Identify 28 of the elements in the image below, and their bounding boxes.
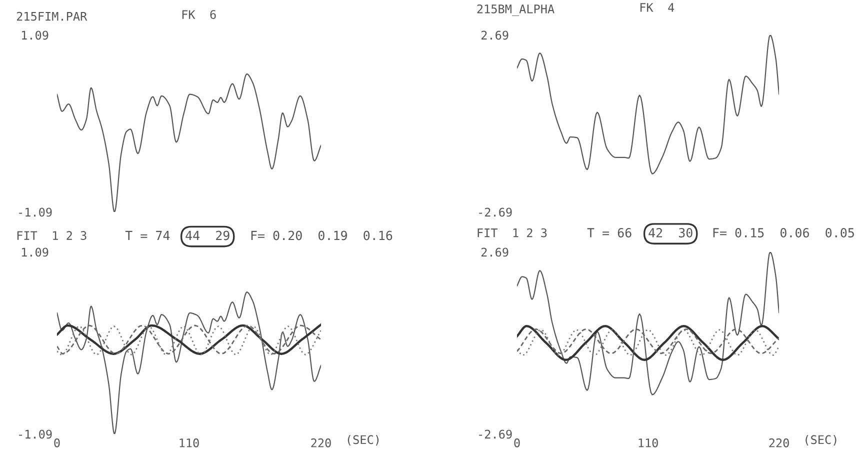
chart-subtitle: FK 6 [182, 10, 216, 19]
x-tick-label: 0 [514, 438, 520, 448]
chart-title: 215BM_ALPHA [477, 4, 554, 16]
text: 42 30 [648, 228, 692, 238]
chart-title: 215FIM.PAR [16, 12, 88, 21]
y-tick-label: 2.69 [481, 30, 508, 40]
text: T = 74 [125, 230, 170, 240]
text: F= 0.15 0.06 0.05 [713, 228, 854, 238]
y-tick-label: -1.09 [19, 430, 52, 439]
y-tick-label: 1.09 [22, 248, 48, 257]
text: T = 66 [587, 228, 632, 238]
chart-title: FIT 1 2 3 [478, 228, 547, 238]
y-tick-label: -2.69 [479, 430, 512, 439]
text: 44 29 [186, 230, 230, 240]
chart-title: FIT 1 2 3 [17, 231, 86, 240]
y-tick-label: 2.69 [481, 248, 508, 257]
x-axis-title: (SEC) [806, 434, 836, 446]
x-tick-label: 110 [180, 438, 199, 448]
chart-subtitle: FK 4 [640, 3, 674, 12]
x-tick-label: 110 [638, 438, 658, 448]
x-tick-label: 220 [311, 438, 331, 448]
x-axis-title: (SEC) [348, 434, 379, 446]
text: F= 0.20 0.19 0.16 [251, 230, 392, 240]
y-tick-label: -1.09 [19, 208, 52, 217]
x-tick-label: 0 [54, 438, 60, 448]
y-tick-label: 1.09 [22, 30, 48, 40]
x-tick-label: 220 [769, 438, 789, 448]
y-tick-label: -2.69 [479, 208, 512, 217]
